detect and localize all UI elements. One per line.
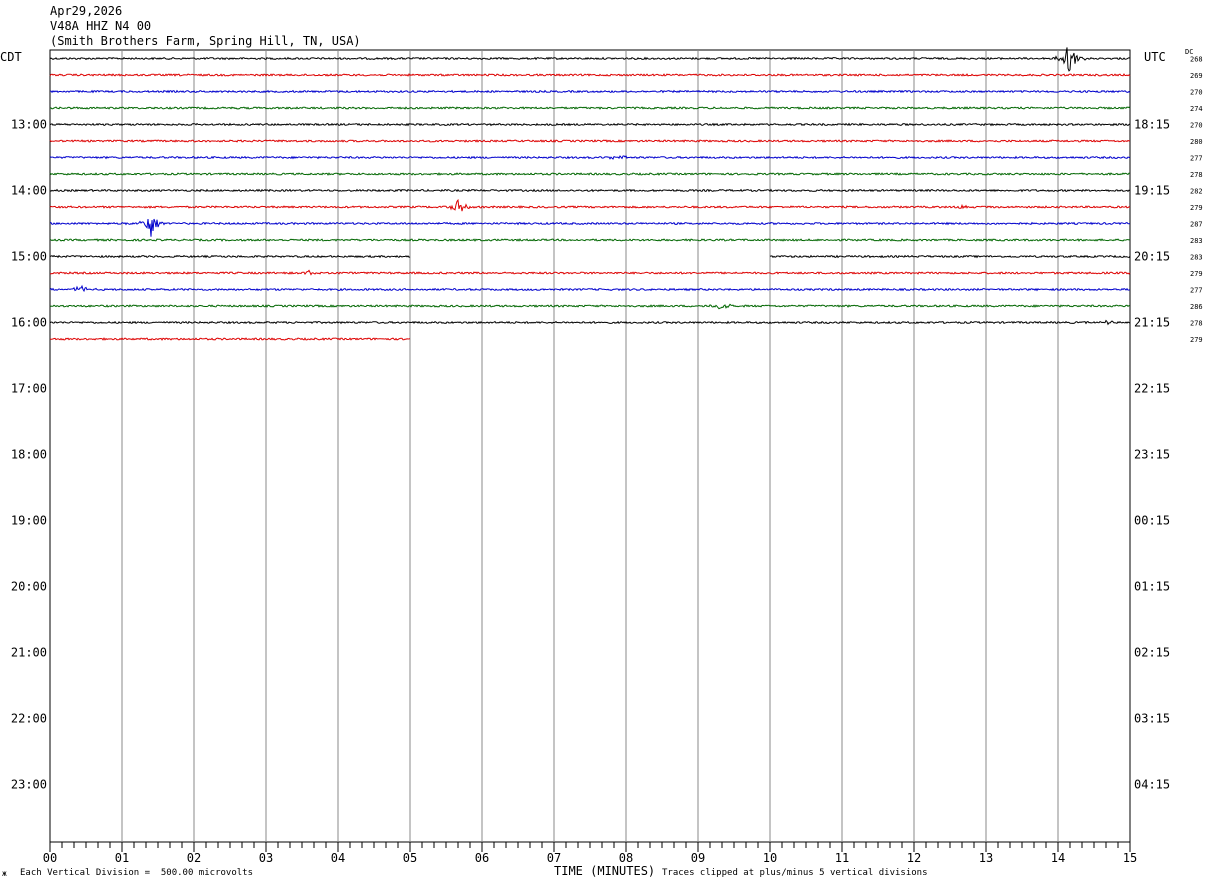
corner-mark: ж <box>2 869 7 878</box>
dc-offset-label: 268 <box>1190 56 1203 64</box>
seismic-trace <box>49 238 1131 242</box>
dc-offset-label: 270 <box>1190 122 1203 130</box>
dc-offset-label: 283 <box>1190 254 1203 262</box>
hour-label-utc: 01:15 <box>1134 580 1170 594</box>
hour-label-utc: 02:15 <box>1134 646 1170 660</box>
x-tick-label: 02 <box>187 851 201 865</box>
hour-label-utc: 04:15 <box>1134 778 1170 792</box>
dc-offset-label: 280 <box>1190 138 1203 146</box>
hour-label-utc: 03:15 <box>1134 712 1170 726</box>
dc-offset-label: 277 <box>1190 155 1203 163</box>
hour-label-local: 16:00 <box>11 316 47 330</box>
seismic-trace <box>49 89 1131 94</box>
clip-note: Traces clipped at plus/minus 5 vertical … <box>662 868 928 878</box>
hour-label-local: 13:00 <box>11 118 47 132</box>
dc-offset-label: 274 <box>1190 105 1203 113</box>
x-tick-label: 06 <box>475 851 489 865</box>
hour-label-local: 17:00 <box>11 382 47 396</box>
station-location: (Smith Brothers Farm, Spring Hill, TN, U… <box>50 34 361 48</box>
seismic-trace <box>49 47 1131 72</box>
seismic-trace <box>49 122 1131 127</box>
x-tick-label: 01 <box>115 851 129 865</box>
hour-label-utc: 23:15 <box>1134 448 1170 462</box>
x-tick-label: 14 <box>1051 851 1065 865</box>
dc-offset-label: 279 <box>1190 270 1203 278</box>
dc-offset-label: 282 <box>1190 188 1203 196</box>
seismic-trace <box>49 284 1131 293</box>
hour-label-utc: 22:15 <box>1134 382 1170 396</box>
hour-label-local: 22:00 <box>11 712 47 726</box>
x-tick-label: 10 <box>763 851 777 865</box>
hour-label-local: 15:00 <box>11 250 47 264</box>
dc-offset-label: 278 <box>1190 320 1203 328</box>
seismic-trace <box>49 198 1131 212</box>
plot-date: Apr29,2026 <box>50 4 123 18</box>
dc-column-header: DC <box>1185 48 1194 56</box>
seismic-trace <box>49 188 1131 193</box>
hour-label-local: 20:00 <box>11 580 47 594</box>
dc-offset-label: 283 <box>1190 237 1203 245</box>
dc-offset-label: 279 <box>1190 204 1203 212</box>
x-tick-label: 08 <box>619 851 633 865</box>
x-axis-label: TIME (MINUTES) <box>554 864 656 878</box>
hour-label-utc: 18:15 <box>1134 118 1170 132</box>
x-tick-label: 05 <box>403 851 417 865</box>
dc-offset-label: 277 <box>1190 287 1203 295</box>
seismic-trace <box>49 303 1131 310</box>
hour-label-utc: 21:15 <box>1134 316 1170 330</box>
x-tick-label: 09 <box>691 851 705 865</box>
dc-offset-label: 279 <box>1190 336 1203 344</box>
seismic-trace <box>49 139 1131 143</box>
dc-offset-label: 269 <box>1190 72 1203 80</box>
dc-offset-label: 287 <box>1190 221 1203 229</box>
scale-note: Each Vertical Division = 500.00 microvol… <box>20 868 253 878</box>
hour-label-utc: 19:15 <box>1134 184 1170 198</box>
x-tick-label: 03 <box>259 851 273 865</box>
seismic-trace <box>49 218 1131 237</box>
plot-frame <box>49 49 1131 843</box>
seismic-trace <box>49 106 1131 110</box>
x-tick-label: 04 <box>331 851 345 865</box>
station-code: V48A HHZ N4 00 <box>50 19 152 33</box>
seismic-trace <box>49 337 411 341</box>
seismic-trace <box>49 172 1131 176</box>
seismic-trace <box>769 254 1131 259</box>
hour-label-local: 14:00 <box>11 184 47 198</box>
x-tick-label: 15 <box>1123 851 1137 865</box>
x-tick-label: 13 <box>979 851 993 865</box>
dc-offset-label: 270 <box>1190 89 1203 97</box>
seismic-trace <box>49 155 1131 160</box>
dc-offset-label: 278 <box>1190 171 1203 179</box>
hour-label-local: 23:00 <box>11 778 47 792</box>
hour-label-local: 18:00 <box>11 448 47 462</box>
hour-label-utc: 20:15 <box>1134 250 1170 264</box>
right-timezone-label: UTC <box>1144 50 1166 64</box>
seismic-trace <box>49 319 1131 326</box>
x-tick-label: 07 <box>547 851 561 865</box>
hour-label-utc: 00:15 <box>1134 514 1170 528</box>
left-timezone-label: CDT <box>0 50 22 64</box>
dc-offset-label: 286 <box>1190 303 1203 311</box>
seismic-trace <box>49 73 1131 77</box>
hour-label-local: 19:00 <box>11 514 47 528</box>
seismic-trace <box>49 269 1131 276</box>
x-tick-label: 12 <box>907 851 921 865</box>
x-tick-label: 11 <box>835 851 849 865</box>
seismic-trace <box>49 254 411 259</box>
x-tick-label: 00 <box>43 851 57 865</box>
hour-label-local: 21:00 <box>11 646 47 660</box>
